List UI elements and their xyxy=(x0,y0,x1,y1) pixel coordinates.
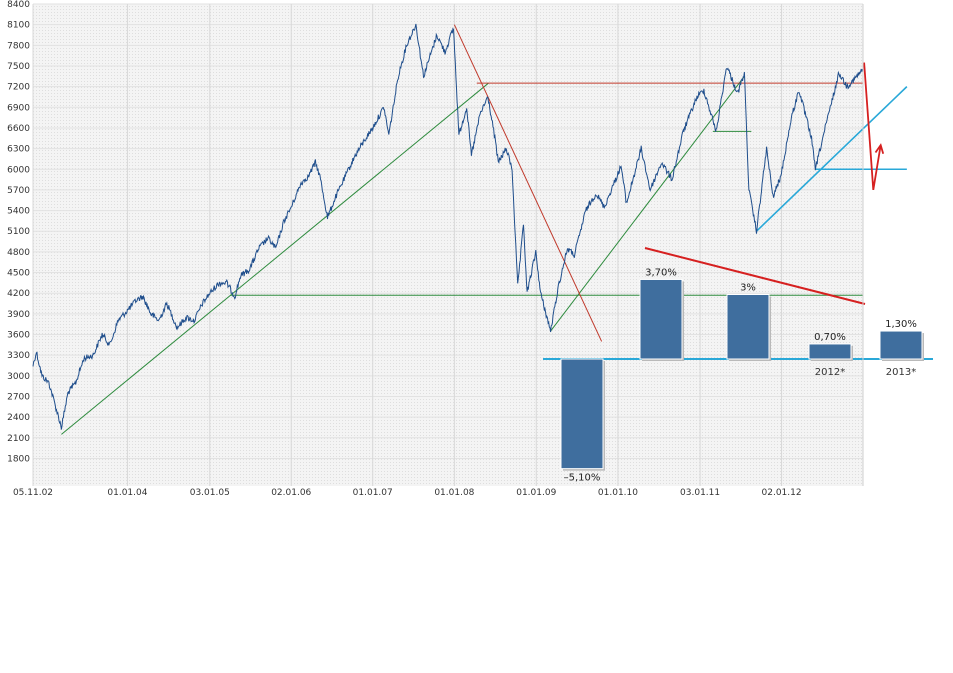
bar-value-label: 3,70% xyxy=(645,267,677,278)
trend-line xyxy=(755,86,908,232)
y-tick-label: 7200 xyxy=(7,83,30,93)
bar-value-label: 0,70% xyxy=(814,332,846,343)
y-tick-label: 7800 xyxy=(7,41,30,51)
y-tick-label: 3900 xyxy=(7,310,30,320)
y-tick-label: 2700 xyxy=(7,392,30,402)
bar-category-label: 2013* xyxy=(886,367,916,378)
x-axis: 05.11.02 01.01.04 03.01.05 02.01.06 01.01.07… xyxy=(13,488,802,498)
bar-value-label: 1,30% xyxy=(885,319,917,330)
annual-growth-bars: –5,10% 3,70% 3% 0,70% 2012* 1,30% 2013* xyxy=(543,247,933,484)
y-tick-label: 8100 xyxy=(7,21,30,31)
x-tick-label: 01.01.09 xyxy=(516,488,556,498)
y-tick-label: 5100 xyxy=(7,227,30,237)
y-tick-label: 6300 xyxy=(7,145,30,155)
series-line xyxy=(32,23,864,430)
trend-line xyxy=(61,82,489,435)
bar-value-label: –5,10% xyxy=(564,473,601,484)
y-tick-label: 1800 xyxy=(7,454,30,464)
plot-background xyxy=(33,4,863,486)
forecast-arrowhead xyxy=(874,143,885,155)
y-tick-label: 6000 xyxy=(7,165,30,175)
x-tick-label: 01.01.08 xyxy=(434,488,474,498)
y-tick-label: 4200 xyxy=(7,289,30,299)
x-tick-label: 03.01.05 xyxy=(190,488,230,498)
trend-line xyxy=(453,24,603,342)
y-tick-label: 3300 xyxy=(7,351,30,361)
y-tick-label: 5700 xyxy=(7,186,30,196)
x-tick-label: 02.01.12 xyxy=(762,488,802,498)
y-tick-label: 4500 xyxy=(7,269,30,279)
x-tick-label: 05.11.02 xyxy=(13,488,53,498)
y-tick-label: 6900 xyxy=(7,103,30,113)
price-series xyxy=(32,23,864,430)
bar-trend-line xyxy=(644,247,866,305)
y-tick-label: 7500 xyxy=(7,62,30,72)
y-axis: 8400 8100 7800 7500 7200 6900 6600 6300 6000 5700… xyxy=(7,0,30,464)
y-tick-label: 3000 xyxy=(7,372,30,382)
y-tick-label: 8400 xyxy=(7,0,30,10)
y-tick-label: 4800 xyxy=(7,248,30,258)
forecast-arrow xyxy=(863,62,882,191)
trend-line xyxy=(550,75,745,332)
y-tick-label: 3600 xyxy=(7,331,30,341)
growth-bar xyxy=(879,330,923,360)
grid xyxy=(32,3,863,486)
growth-bar xyxy=(639,278,683,360)
x-tick-label: 01.01.04 xyxy=(107,488,147,498)
y-tick-label: 2100 xyxy=(7,434,30,444)
y-tick-label: 6600 xyxy=(7,124,30,134)
bar-category-label: 2012* xyxy=(815,367,845,378)
growth-bar xyxy=(726,294,770,360)
growth-bar xyxy=(560,358,604,470)
growth-bar xyxy=(808,343,852,360)
x-tick-label: 02.01.06 xyxy=(271,488,311,498)
y-tick-label: 5400 xyxy=(7,207,30,217)
bar-value-label: 3% xyxy=(740,283,756,294)
x-tick-label: 01.01.07 xyxy=(353,488,393,498)
x-tick-label: 01.01.10 xyxy=(598,488,638,498)
y-tick-label: 2400 xyxy=(7,413,30,423)
x-tick-label: 03.01.11 xyxy=(680,488,720,498)
